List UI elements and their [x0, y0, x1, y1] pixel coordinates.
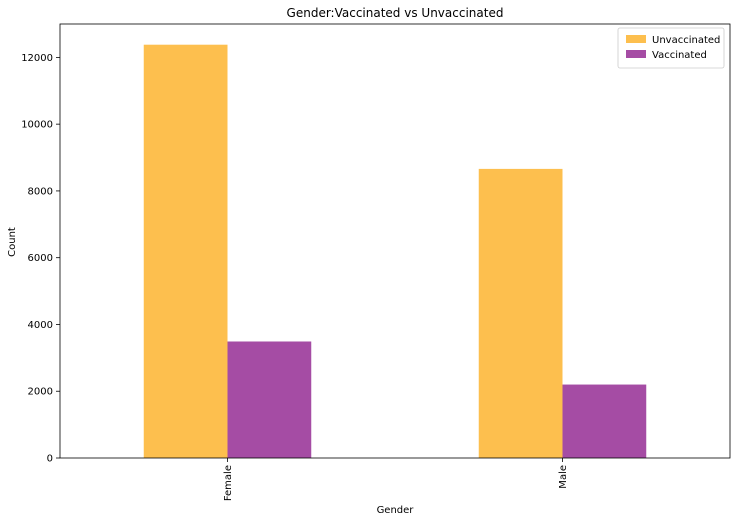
bar-unvaccinated-male — [478, 168, 563, 459]
y-tick-label: 6000 — [28, 253, 53, 264]
legend-label-vaccinated: Vaccinated — [652, 50, 707, 61]
y-tick-label: 12000 — [21, 53, 53, 64]
chart-title: Gender:Vaccinated vs Unvaccinated — [287, 6, 504, 20]
x-tick-label: Male — [558, 465, 569, 489]
legend-swatch-unvaccinated — [626, 35, 646, 43]
y-tick-label: 10000 — [21, 120, 53, 131]
y-tick-label: 8000 — [28, 186, 53, 197]
y-tick-label: 2000 — [28, 387, 53, 398]
legend-box — [617, 27, 725, 69]
x-axis: Female Male — [223, 458, 569, 501]
y-axis-label: Count — [7, 227, 18, 257]
y-tick-label: 0 — [47, 454, 53, 465]
bar-vaccinated-female — [227, 341, 312, 458]
plot-area — [143, 44, 647, 459]
legend-label-unvaccinated: Unvaccinated — [652, 35, 720, 46]
bar-vaccinated-male — [562, 384, 647, 458]
x-axis-label: Gender — [377, 505, 415, 516]
plot-frame — [59, 23, 731, 459]
legend: Unvaccinated Vaccinated — [617, 27, 725, 69]
y-tick-label: 4000 — [28, 320, 53, 331]
legend-swatch-vaccinated — [626, 50, 646, 58]
y-axis: 0 2000 4000 6000 8000 10000 12000 — [21, 53, 60, 465]
bar-unvaccinated-female — [143, 44, 228, 459]
x-tick-label: Female — [223, 465, 234, 501]
